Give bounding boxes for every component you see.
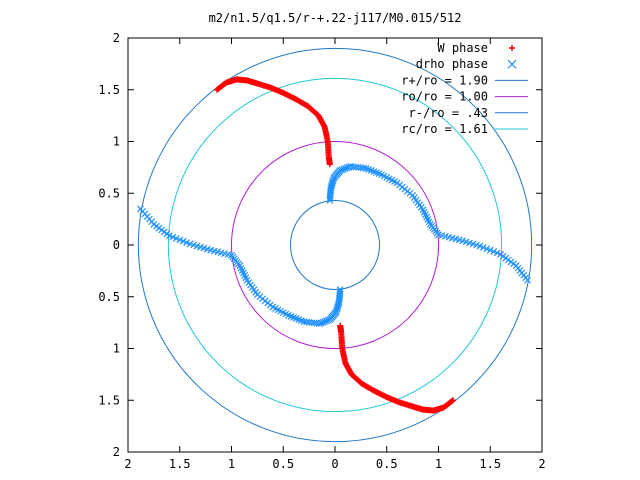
- w-phase-point: [337, 322, 344, 329]
- drho-phase-point: [524, 276, 531, 284]
- legend-label: rc/ro = 1.61: [401, 122, 488, 136]
- y-tick-label: 2: [113, 445, 120, 459]
- y-tick-label: 0.5: [98, 186, 120, 200]
- chart-title: m2/n1.5/q1.5/r-+.22-j117/M0.015/512: [209, 11, 462, 25]
- legend-label: r+/ro = 1.90: [401, 73, 488, 87]
- x-tick-label: 1.5: [169, 457, 191, 471]
- x-tick-label: 1.5: [479, 457, 501, 471]
- y-tick-label: 1: [113, 135, 120, 149]
- circle-layer: [137, 47, 533, 443]
- y-tick-label: 2: [113, 31, 120, 45]
- legend: W phase drho phase r+/ro = 1.90 ro/ro = 1.0…: [401, 41, 528, 136]
- legend-marker: [509, 45, 515, 51]
- drho-phase-point: [136, 205, 144, 213]
- y-tick-label: 1.5: [98, 83, 120, 97]
- y-tick-label: 1.5: [98, 393, 120, 407]
- y-tick-label: 0: [113, 238, 120, 252]
- legend-marker: [507, 59, 517, 69]
- x-tick-label: 2: [538, 457, 545, 471]
- x-tick-label: 1: [435, 457, 442, 471]
- circle-1: [231, 141, 439, 349]
- drho-phase-point: [303, 318, 310, 326]
- legend-label: r-/ro = .43: [409, 106, 488, 120]
- legend-label: drho phase: [416, 57, 488, 71]
- x-tick-label: 0.5: [272, 457, 294, 471]
- circle-3: [167, 77, 503, 413]
- points-layer: [136, 76, 531, 414]
- x-tick-label: 2: [124, 457, 131, 471]
- y-tick-label: 1: [113, 342, 120, 356]
- legend-label: W phase: [437, 41, 488, 55]
- circle-0: [137, 47, 533, 443]
- drho-phase-point: [360, 164, 367, 172]
- legend-label: ro/ro = 1.00: [401, 90, 488, 104]
- circle-2: [289, 199, 381, 291]
- x-tick-label: 0.5: [376, 457, 398, 471]
- w-phase-point: [326, 161, 333, 168]
- x-tick-label: 1: [228, 457, 235, 471]
- y-tick-label: 0.5: [98, 290, 120, 304]
- x-tick-label: 0: [331, 457, 338, 471]
